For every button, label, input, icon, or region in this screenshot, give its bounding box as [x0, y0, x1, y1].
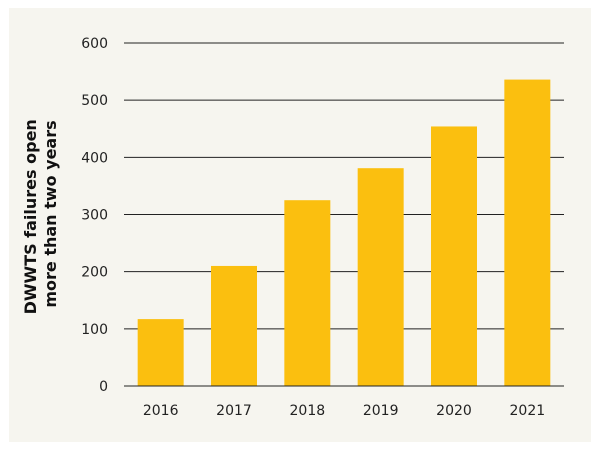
y-axis-ticks: 0 100 200 300 400 500 600: [81, 36, 108, 395]
x-tick-label: 2020: [436, 403, 472, 419]
bar-2020: [431, 126, 477, 387]
x-tick-label: 2018: [290, 403, 326, 419]
gridlines: [124, 42, 564, 387]
bar-2018: [284, 200, 331, 386]
y-tick-label: 300: [81, 208, 108, 224]
y-axis-label-line-1: DWWTS failures open: [21, 119, 40, 314]
x-tick-label: 2017: [216, 403, 252, 419]
bars: [137, 79, 551, 387]
y-tick-label: 100: [81, 322, 108, 338]
bar-2017: [211, 265, 257, 386]
y-tick-label: 500: [81, 93, 108, 109]
y-tick-label: 400: [81, 150, 108, 166]
bar-2019: [357, 168, 404, 386]
x-axis-ticks: 2016 2017 2018 2019 2020 2021: [124, 385, 564, 419]
y-tick-label: 200: [81, 265, 108, 281]
y-axis-label: DWWTS failures open more than two years: [21, 114, 60, 315]
x-tick-label: 2021: [510, 403, 546, 419]
x-tick-label: 2016: [143, 403, 179, 419]
y-tick-label: 600: [81, 36, 108, 52]
y-axis-label-line-2: more than two years: [41, 120, 60, 307]
bar-2021: [504, 79, 551, 386]
x-tick-label: 2019: [363, 403, 399, 419]
bar-2016: [137, 319, 184, 386]
y-tick-label: 0: [99, 379, 108, 395]
